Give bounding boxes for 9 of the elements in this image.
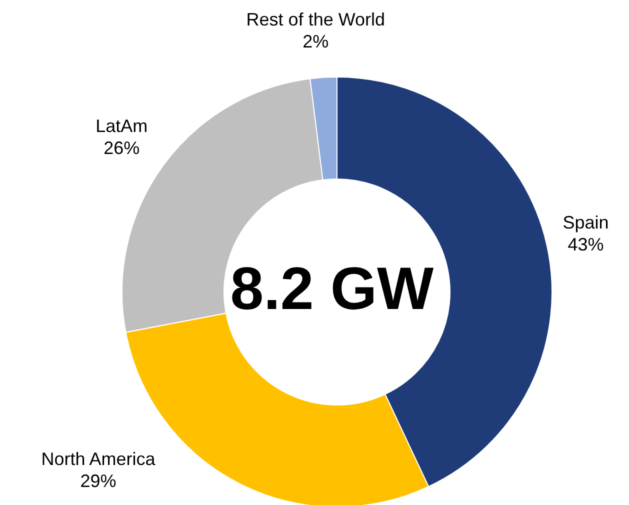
text: 8.2 GW [230,255,434,322]
slice-label: LatAm [96,116,148,136]
data-label: 2% [302,32,329,52]
slice-label: Spain [562,212,609,232]
data-label: 26% [104,138,140,158]
slice-label: Rest of the World [246,10,386,30]
data-label: 29% [80,471,116,491]
data-label: 43% [568,234,604,254]
slice-label: North America [41,449,156,469]
